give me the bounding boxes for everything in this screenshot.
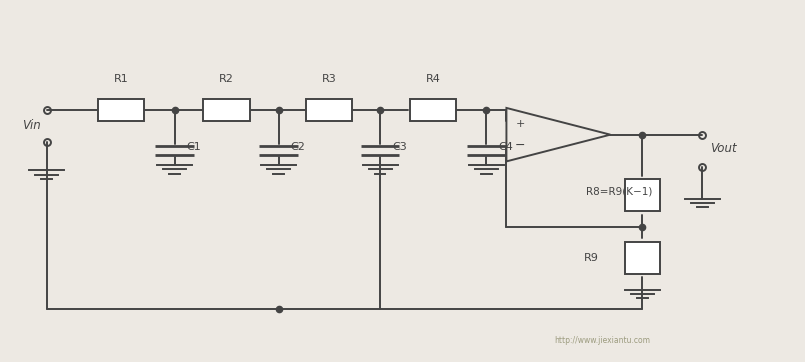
Text: C3: C3 xyxy=(392,142,407,152)
Text: R1: R1 xyxy=(114,74,129,84)
Text: R2: R2 xyxy=(219,74,234,84)
Bar xyxy=(204,99,250,121)
Text: C2: C2 xyxy=(291,142,305,152)
Text: +: + xyxy=(515,119,525,129)
Text: http://www.jiexiantu.com: http://www.jiexiantu.com xyxy=(555,336,650,345)
Bar xyxy=(410,99,456,121)
Bar xyxy=(98,99,144,121)
Text: −: − xyxy=(514,139,526,152)
Bar xyxy=(625,241,660,274)
Text: R4: R4 xyxy=(425,74,440,84)
Text: R8=R9(K−1): R8=R9(K−1) xyxy=(586,187,653,197)
Text: C1: C1 xyxy=(187,142,201,152)
Bar xyxy=(625,179,660,211)
Text: Vin: Vin xyxy=(22,119,40,132)
Bar xyxy=(306,99,352,121)
Text: Vout: Vout xyxy=(710,142,737,155)
Text: R3: R3 xyxy=(321,74,336,84)
Text: R9: R9 xyxy=(584,253,598,263)
Text: C4: C4 xyxy=(498,142,514,152)
